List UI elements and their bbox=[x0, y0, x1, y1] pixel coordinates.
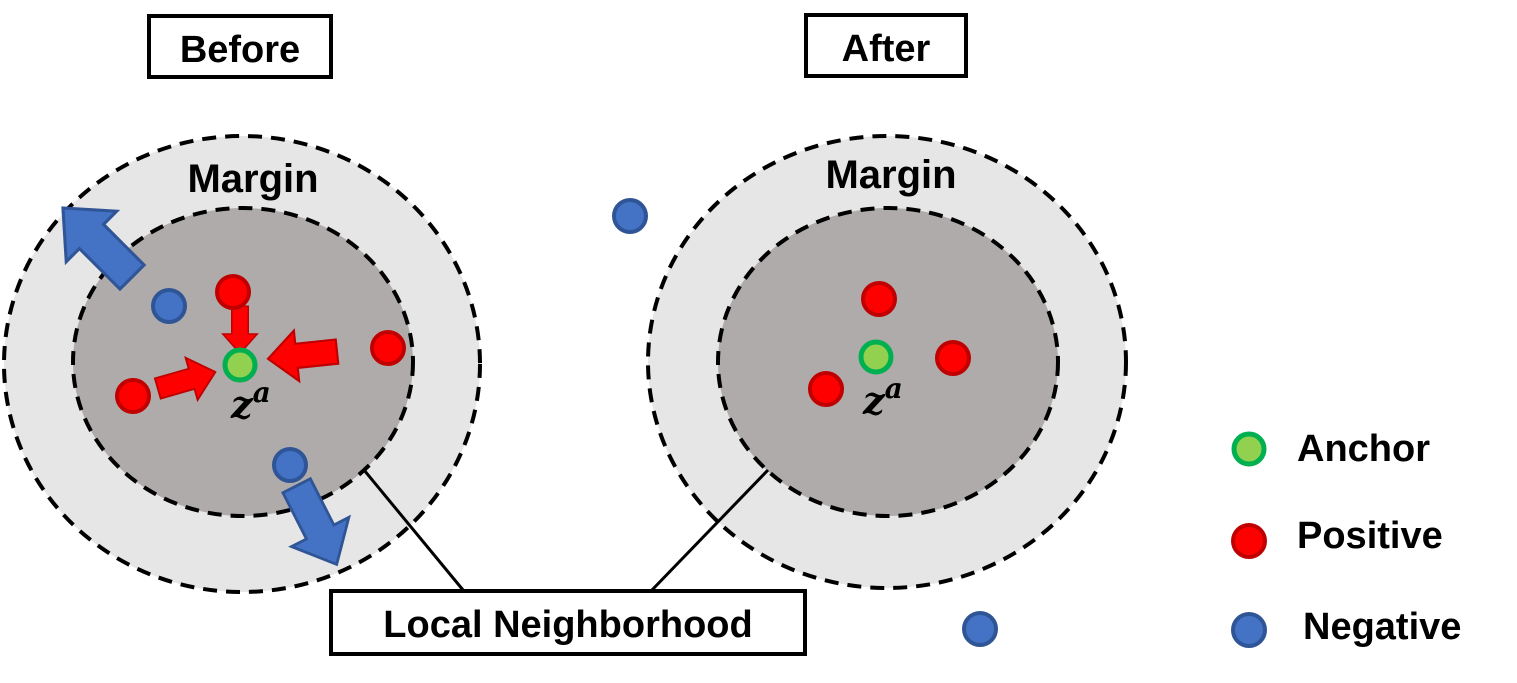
positive-point bbox=[935, 340, 971, 376]
positive-point bbox=[215, 274, 251, 310]
before-title-box bbox=[147, 14, 333, 79]
anchor-point bbox=[858, 339, 894, 375]
after-anchor-label: za bbox=[862, 372, 903, 423]
pull-arrow bbox=[153, 356, 217, 403]
negative-point bbox=[962, 611, 998, 647]
anchor-label-base: z bbox=[862, 378, 886, 423]
positive-point bbox=[808, 371, 844, 407]
after-margin-label: Margin bbox=[825, 153, 956, 197]
legend-negative-label: Negative bbox=[1303, 606, 1461, 648]
legend: Anchor Positive Negative bbox=[1231, 428, 1461, 648]
legend-positive-label: Positive bbox=[1297, 515, 1443, 557]
positive-point bbox=[115, 378, 151, 414]
before-title: Before bbox=[180, 29, 300, 71]
after-title: After bbox=[842, 28, 931, 70]
legend-positive-swatch bbox=[1231, 523, 1267, 559]
pull-arrow bbox=[266, 328, 340, 384]
after-title-box bbox=[804, 13, 968, 78]
negative-point bbox=[612, 198, 648, 234]
pull-arrow bbox=[221, 305, 259, 355]
callout-leader-line bbox=[650, 468, 770, 592]
anchor-label-sup: a bbox=[253, 376, 271, 409]
negative-point bbox=[151, 288, 187, 324]
push-arrow bbox=[61, 206, 147, 292]
push-arrow bbox=[281, 476, 351, 567]
legend-negative-swatch bbox=[1231, 612, 1267, 648]
before-margin-label: Margin bbox=[187, 157, 318, 201]
callout-leader-line bbox=[362, 469, 465, 591]
anchor-point bbox=[222, 347, 258, 383]
before-anchor-label: za bbox=[230, 376, 271, 427]
after-panel: After Margin za bbox=[612, 13, 1128, 647]
legend-anchor-swatch bbox=[1231, 431, 1267, 467]
local-neighborhood-callout: Local Neighborhood bbox=[329, 468, 807, 656]
before-panel: Before Margin za bbox=[2, 14, 482, 594]
anchor-label-base: z bbox=[230, 382, 254, 427]
legend-anchor-label: Anchor bbox=[1297, 428, 1430, 470]
callout-label: Local Neighborhood bbox=[383, 604, 752, 646]
anchor-label-sup: a bbox=[885, 372, 903, 405]
negative-point bbox=[272, 447, 308, 483]
positive-point bbox=[861, 281, 897, 317]
callout-box bbox=[329, 589, 807, 656]
positive-point bbox=[370, 330, 406, 366]
